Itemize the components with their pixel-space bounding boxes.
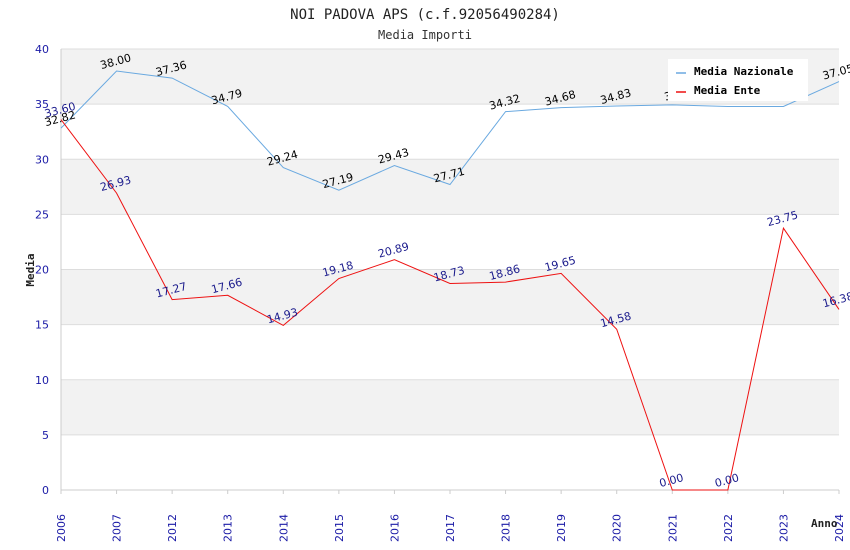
x-tick-label: 2013 — [222, 514, 235, 542]
series-line-media-ente — [60, 119, 840, 491]
chart-subtitle: Media Importi — [378, 28, 472, 42]
x-tick-label: 2017 — [444, 514, 457, 542]
y-tick-label: 5 — [42, 429, 49, 442]
y-tick-label: 15 — [35, 319, 49, 332]
x-tick-label: 2022 — [722, 514, 735, 542]
x-tick-label: 2006 — [55, 514, 68, 542]
legend-label-media-nazionale: Media Nazionale — [694, 65, 794, 78]
x-tick-labels: 2006 2007 2012 2013 2014 2015 2016 2017 2018 2019… — [55, 514, 846, 542]
x-tick-label: 2007 — [111, 514, 124, 542]
y-tick-label: 40 — [35, 43, 49, 56]
grid-band — [61, 269, 839, 325]
y-tick-labels: 0 5 10 15 20 25 30 35 40 — [35, 43, 49, 497]
legend-label-media-ente: Media Ente — [694, 84, 761, 97]
y-axis-label: Media — [24, 253, 37, 286]
x-tick-label: 2012 — [166, 514, 179, 542]
series-lines — [60, 70, 840, 491]
grid-band — [61, 159, 839, 215]
x-tick-label: 2021 — [666, 514, 679, 542]
data-label: 20.89 — [377, 240, 411, 261]
x-tick-label: 2020 — [611, 514, 624, 542]
y-tick-label: 20 — [35, 264, 49, 277]
grid-band — [61, 379, 839, 435]
x-axis-label: Anno — [811, 517, 838, 530]
x-tick-label: 2018 — [500, 514, 513, 542]
chart-title: NOI PADOVA APS (c.f.92056490284) — [290, 7, 560, 23]
data-label: 0.00 — [658, 471, 685, 490]
y-tick-label: 10 — [35, 374, 49, 387]
x-tick-label: 2014 — [277, 514, 290, 542]
y-tick-label: 30 — [35, 153, 49, 166]
x-tick-label: 2024 — [833, 514, 846, 542]
grid-bands — [61, 49, 839, 435]
x-tick-label: 2016 — [388, 514, 401, 542]
series-line-media-nazionale — [60, 70, 840, 191]
x-tick-label: 2019 — [555, 514, 568, 542]
y-tick-label: 25 — [35, 208, 49, 221]
x-tick-label: 2023 — [777, 514, 790, 542]
y-tick-label: 0 — [42, 484, 49, 497]
legend-box — [668, 59, 808, 101]
y-tick-label: 35 — [35, 98, 49, 111]
legend: Media Nazionale Media Ente — [668, 59, 808, 101]
x-tick-label: 2015 — [333, 514, 346, 542]
data-label: 0.00 — [713, 471, 740, 490]
